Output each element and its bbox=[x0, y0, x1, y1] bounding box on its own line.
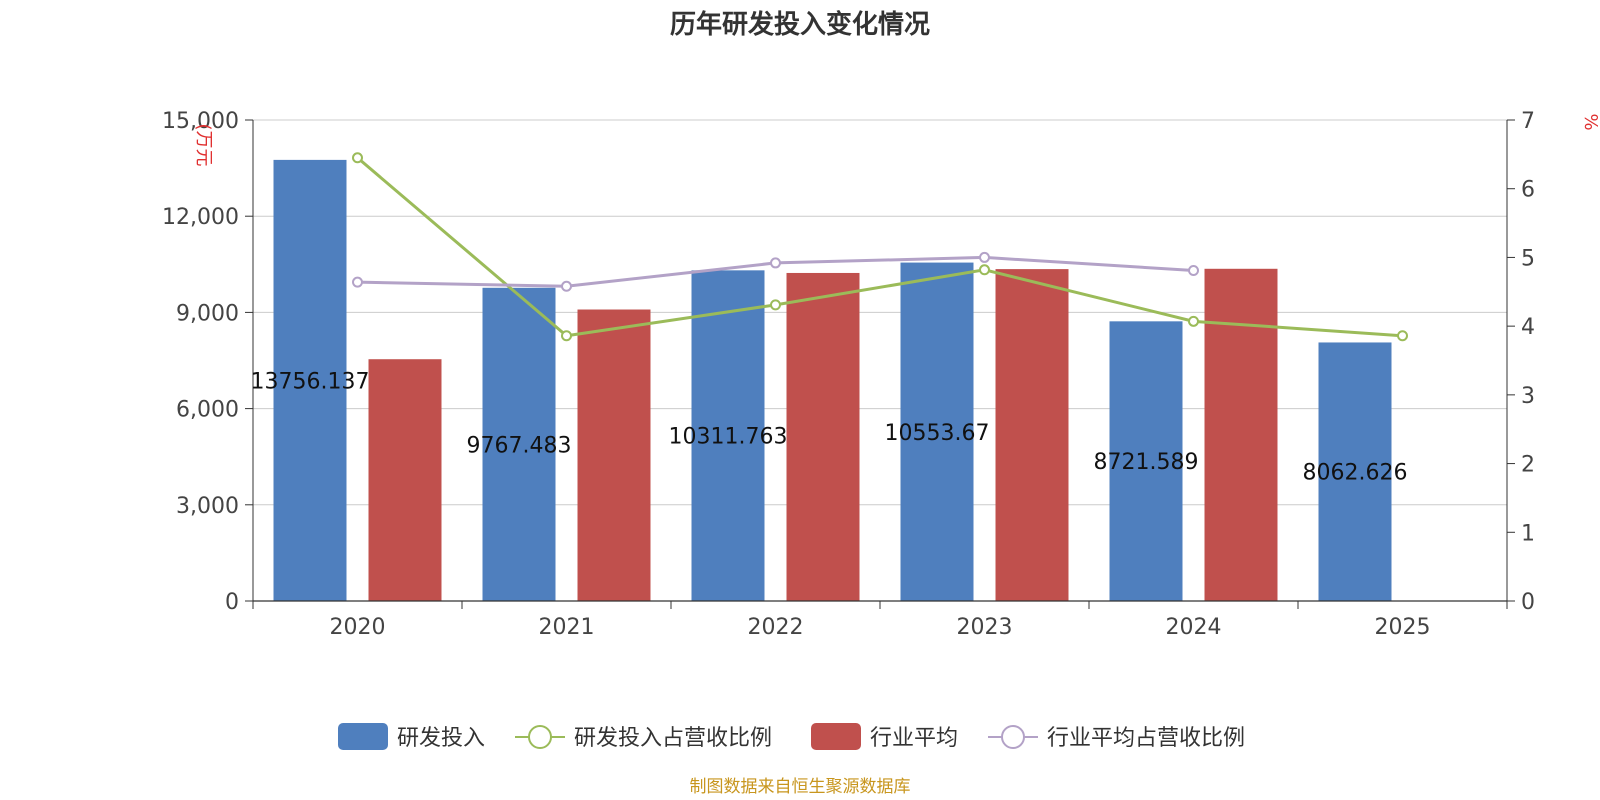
bar-industry-average bbox=[1204, 268, 1278, 601]
x-axis-tick-label: 2021 bbox=[539, 615, 595, 640]
point-industry-ratio bbox=[770, 257, 781, 269]
left-axis-tick-label: 15,000 bbox=[162, 109, 239, 134]
point-rd-ratio bbox=[352, 152, 363, 164]
bar-rd-investment bbox=[691, 270, 765, 601]
right-axis-tick-label: 5 bbox=[1521, 246, 1535, 271]
point-rd-ratio bbox=[770, 299, 781, 311]
left-axis-tick-label: 3,000 bbox=[176, 494, 239, 519]
bar-rd-investment bbox=[482, 287, 556, 601]
bar-industry-average bbox=[995, 269, 1069, 601]
point-rd-ratio bbox=[979, 264, 990, 276]
point-industry-ratio bbox=[1188, 264, 1199, 276]
x-axis-tick-label: 2024 bbox=[1166, 615, 1222, 640]
point-industry-ratio bbox=[979, 251, 990, 263]
right-axis-tick-label: 0 bbox=[1521, 590, 1535, 615]
bar-data-label: 10553.67 bbox=[885, 421, 990, 446]
right-axis-tick-label: 7 bbox=[1521, 109, 1535, 134]
bar-industry-average bbox=[368, 359, 442, 601]
gridlines bbox=[253, 119, 1507, 506]
data-labels: 13756.137 9767.483 10311.763 10553.67 8721.5… bbox=[251, 369, 1408, 485]
bar-rd-investment bbox=[1109, 321, 1183, 601]
legend-label-industry: 行业平均 bbox=[870, 726, 958, 751]
x-axis-tick-label: 2020 bbox=[330, 615, 386, 640]
point-industry-ratio bbox=[561, 280, 572, 292]
bar-rd-investment bbox=[273, 159, 347, 601]
bar-industry-average bbox=[577, 309, 651, 601]
bar-data-label: 8721.589 bbox=[1094, 450, 1199, 475]
left-axis-tick-label: 0 bbox=[225, 590, 239, 615]
point-rd-ratio bbox=[1188, 315, 1199, 327]
legend-label-industry-ratio: 行业平均占营收比例 bbox=[1047, 726, 1245, 751]
point-industry-ratio bbox=[352, 276, 363, 288]
right-axis-tick-label: 3 bbox=[1521, 384, 1535, 409]
left-axis-tick-label: 6,000 bbox=[176, 398, 239, 423]
x-axis-tick-label: 2022 bbox=[748, 615, 804, 640]
left-axis-tick-label: 9,000 bbox=[176, 301, 239, 326]
x-axis-tick-label: 2023 bbox=[957, 615, 1013, 640]
axes: 0 3,000 6,000 9,000 12,000 15,000 0 1 2 3 4 5 6 7 2020… bbox=[162, 109, 1535, 640]
left-axis-unit: (万元 bbox=[193, 123, 214, 166]
right-axis-tick-label: 2 bbox=[1521, 453, 1535, 478]
bar-data-label: 8062.626 bbox=[1303, 461, 1408, 486]
legend[interactable]: 研发投入 研发投入占营收比例 行业平均 行业平均占营收比例 bbox=[338, 723, 1245, 751]
x-axis-tick-label: 2025 bbox=[1375, 615, 1431, 640]
bar-data-label: 10311.763 bbox=[669, 425, 788, 450]
bar-industry-average bbox=[786, 272, 860, 601]
bar-rd-investment bbox=[1318, 342, 1392, 601]
legend-marker-rd-ratio bbox=[528, 725, 552, 749]
bar-rd-investment bbox=[900, 262, 974, 601]
legend-bar-swatch-rd bbox=[338, 723, 388, 750]
point-rd-ratio bbox=[561, 330, 572, 342]
legend-bar-swatch-industry bbox=[811, 723, 861, 750]
legend-label-rd: 研发投入 bbox=[397, 726, 485, 751]
left-axis-tick-label: 12,000 bbox=[162, 205, 239, 230]
right-axis-tick-label: 4 bbox=[1521, 315, 1535, 340]
chart-title: 历年研发投入变化情况 bbox=[670, 9, 930, 40]
legend-label-rd-ratio: 研发投入占营收比例 bbox=[574, 726, 772, 751]
right-axis-unit: % bbox=[1580, 113, 1600, 130]
bar-data-label: 13756.137 bbox=[251, 369, 370, 394]
bar-data-label: 9767.483 bbox=[467, 433, 572, 458]
point-rd-ratio bbox=[1397, 330, 1408, 342]
bars bbox=[273, 159, 1392, 601]
lines bbox=[352, 152, 1408, 342]
source-note: 制图数据来自恒生聚源数据库 bbox=[690, 777, 911, 797]
right-axis-tick-label: 1 bbox=[1521, 521, 1535, 546]
line-rd-ratio bbox=[356, 156, 1403, 338]
legend-marker-industry-ratio bbox=[1001, 725, 1025, 749]
right-axis-tick-label: 6 bbox=[1521, 178, 1535, 203]
